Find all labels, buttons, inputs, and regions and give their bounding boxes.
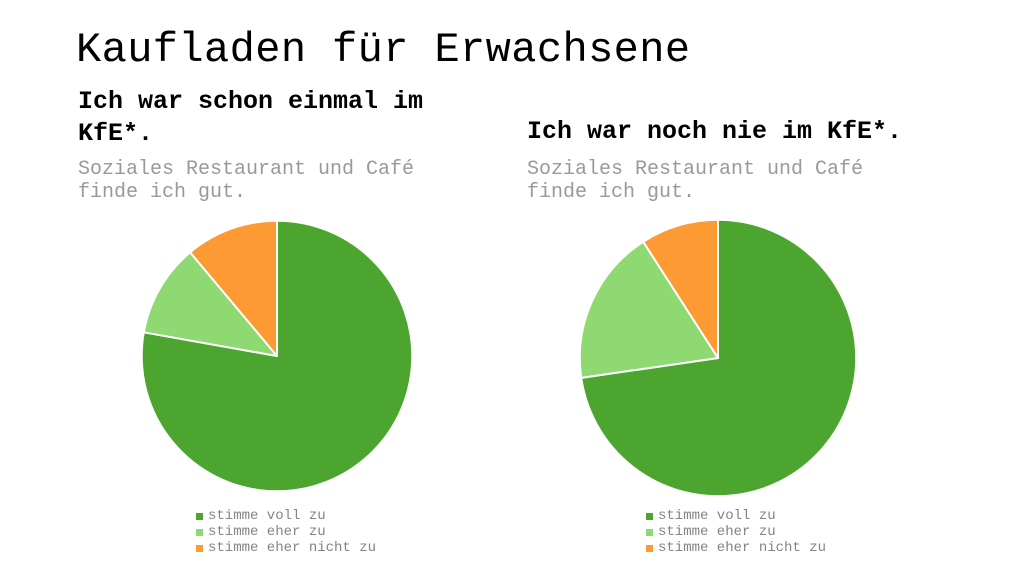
legend-label: stimme eher zu xyxy=(208,524,326,540)
legend-item-stimme-voll-zu: stimme voll zu xyxy=(196,508,376,524)
legend-item-stimme-eher-nicht-zu: stimme eher nicht zu xyxy=(196,540,376,556)
legend-item-stimme-voll-zu: stimme voll zu xyxy=(646,508,826,524)
pie-slice-stimme-eher-zu xyxy=(578,240,719,379)
legend-label: stimme eher nicht zu xyxy=(208,540,377,556)
legend-item-stimme-eher-zu: stimme eher zu xyxy=(196,524,376,540)
legend-swatch-stimme-voll-zu xyxy=(196,512,203,520)
legend-swatch-stimme-voll-zu xyxy=(646,512,653,520)
pie-slice-stimme-eher-nicht-zu xyxy=(189,219,278,357)
pie-slice-stimme-eher-nicht-zu xyxy=(642,218,719,359)
pie-chart-never-visited xyxy=(577,217,859,499)
legend-never-visited: stimme voll zu stimme eher zu stimme eher … xyxy=(646,508,826,556)
chart-heading-never-visited: Ich war noch nie im KfE*. xyxy=(527,117,903,146)
pie-slice-stimme-eher-zu xyxy=(142,251,278,357)
legend-item-stimme-eher-nicht-zu: stimme eher nicht zu xyxy=(646,540,826,556)
legend-label: stimme voll zu xyxy=(208,508,326,524)
legend-swatch-stimme-eher-nicht-zu xyxy=(196,544,203,552)
legend-swatch-stimme-eher-zu xyxy=(646,528,653,536)
legend-visited: stimme voll zu stimme eher zu stimme eher … xyxy=(196,508,376,556)
legend-item-stimme-eher-zu: stimme eher zu xyxy=(646,524,826,540)
chart-subtitle-never-visited: Soziales Restaurant und Café finde ich g… xyxy=(527,158,864,204)
chart-heading-visited: Ich war schon einmal im KfE*. xyxy=(78,87,424,148)
legend-label: stimme eher nicht zu xyxy=(658,540,827,556)
chart-subtitle-visited: Soziales Restaurant und Café finde ich g… xyxy=(78,158,415,204)
legend-swatch-stimme-eher-nicht-zu xyxy=(646,544,653,552)
slide-title: Kaufladen für Erwachsene xyxy=(76,26,691,74)
legend-swatch-stimme-eher-zu xyxy=(196,528,203,536)
legend-label: stimme voll zu xyxy=(658,508,776,524)
pie-chart-visited xyxy=(139,218,415,494)
legend-label: stimme eher zu xyxy=(658,524,776,540)
